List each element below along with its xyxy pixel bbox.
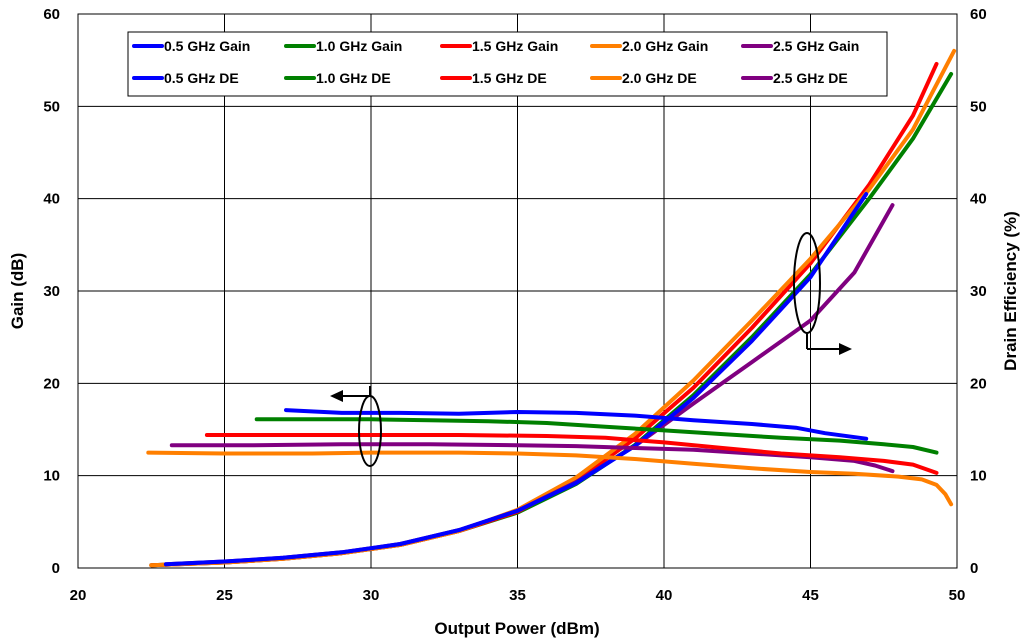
- de-annotation: [793, 232, 852, 355]
- y-left-tick-label: 10: [43, 468, 60, 485]
- x-tick-labels: 20 25 30 35 40 45 50: [70, 587, 966, 604]
- y-left-tick-label: 0: [52, 560, 60, 577]
- legend-label: 1.5 GHz Gain: [472, 38, 558, 54]
- legend-label: 2.5 GHz Gain: [773, 38, 859, 54]
- legend-label: 2.0 GHz Gain: [622, 38, 708, 54]
- y-right-axis-title: Drain Efficiency (%): [1001, 211, 1020, 371]
- y-left-tick-label: 50: [43, 98, 60, 115]
- x-tick-label: 25: [216, 587, 233, 604]
- y-left-tick-labels: 0 10 20 30 40 50 60: [43, 6, 60, 577]
- y-left-tick-label: 40: [43, 191, 60, 208]
- legend-label: 2.5 GHz DE: [773, 70, 848, 86]
- y-right-tick-label: 30: [970, 283, 987, 300]
- y-right-tick-label: 10: [970, 468, 987, 485]
- legend-label: 0.5 GHz DE: [164, 70, 239, 86]
- y-right-tick-label: 40: [970, 191, 987, 208]
- x-tick-label: 30: [363, 587, 380, 604]
- series-line-0-5-ghz-de: [163, 192, 869, 567]
- legend-label: 1.0 GHz Gain: [316, 38, 402, 54]
- x-axis-title: Output Power (dBm): [434, 619, 599, 638]
- y-right-tick-label: 0: [970, 560, 978, 577]
- gain-arrow-head: [330, 390, 343, 402]
- x-tick-label: 45: [802, 587, 819, 604]
- y-right-tick-label: 60: [970, 6, 987, 23]
- legend: 0.5 GHz Gain 1.0 GHz Gain 1.5 GHz Gain 2.0 …: [127, 31, 888, 97]
- y-right-tick-label: 20: [970, 375, 987, 392]
- gain-annotation: [330, 386, 382, 467]
- legend-label: 1.5 GHz DE: [472, 70, 547, 86]
- y-left-tick-label: 30: [43, 283, 60, 300]
- y-right-tick-labels: 0 10 20 30 40 50 60: [970, 6, 987, 577]
- legend-box: [127, 31, 888, 97]
- legend-label: 1.0 GHz DE: [316, 70, 391, 86]
- series-line-1-5-ghz-gain: [204, 433, 939, 475]
- x-tick-label: 40: [656, 587, 673, 604]
- y-left-tick-label: 60: [43, 6, 60, 23]
- series-line-2-5-ghz-gain: [169, 442, 895, 474]
- legend-label: 2.0 GHz DE: [622, 70, 697, 86]
- gridlines: [78, 14, 957, 568]
- de-arrow-head: [839, 343, 852, 355]
- y-left-axis-title: Gain (dB): [8, 253, 27, 330]
- y-left-tick-label: 20: [43, 375, 60, 392]
- y-right-tick-label: 50: [970, 98, 987, 115]
- series-line-2-0-ghz-gain: [146, 450, 954, 507]
- series-line-0-5-ghz-gain: [284, 408, 869, 441]
- legend-label: 0.5 GHz Gain: [164, 38, 250, 54]
- x-tick-label: 20: [70, 587, 87, 604]
- x-tick-label: 35: [509, 587, 526, 604]
- x-tick-label: 50: [949, 587, 966, 604]
